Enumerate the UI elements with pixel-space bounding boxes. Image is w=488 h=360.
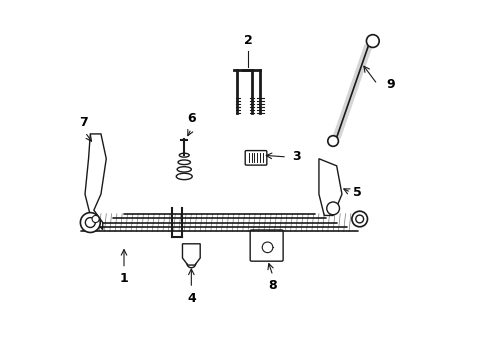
Text: 9: 9 [386,78,394,91]
Text: 1: 1 [120,272,128,285]
Ellipse shape [179,153,189,157]
Circle shape [355,215,363,223]
Text: 6: 6 [186,112,195,125]
Circle shape [85,217,95,228]
Circle shape [262,242,272,253]
Circle shape [366,35,378,48]
Text: 7: 7 [80,116,88,129]
Circle shape [351,211,367,227]
FancyBboxPatch shape [250,230,283,261]
FancyBboxPatch shape [244,150,266,165]
Circle shape [80,213,100,233]
Text: 4: 4 [186,292,195,305]
Text: 2: 2 [243,34,252,47]
Ellipse shape [176,173,192,180]
Ellipse shape [177,167,191,172]
Circle shape [326,202,339,215]
Ellipse shape [178,160,190,165]
Circle shape [327,136,338,146]
Text: 3: 3 [292,150,300,163]
Polygon shape [318,159,341,215]
Polygon shape [182,244,200,265]
Circle shape [92,215,99,222]
Polygon shape [85,134,106,230]
Text: 8: 8 [268,279,277,292]
Text: 5: 5 [352,186,361,199]
